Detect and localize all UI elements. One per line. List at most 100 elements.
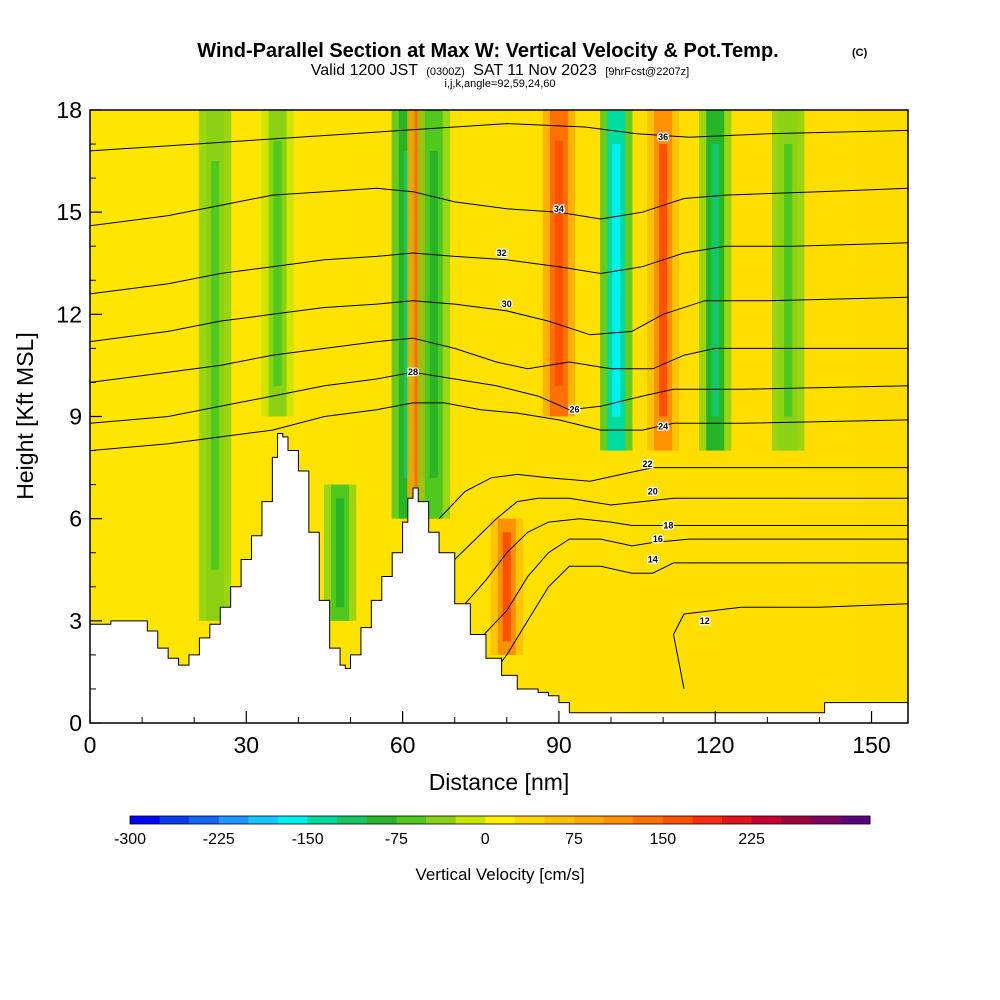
colorbar-cell bbox=[810, 816, 841, 824]
w-band-peak bbox=[659, 144, 668, 417]
colorbar-cell bbox=[218, 816, 249, 824]
colorbar-cell bbox=[633, 816, 664, 824]
theta-contour-label: 28 bbox=[408, 367, 418, 377]
theta-contour-line bbox=[490, 562, 908, 676]
theta-contour-line bbox=[90, 337, 908, 383]
subtitle-forecast: [9hrFcst@2207z] bbox=[605, 66, 689, 78]
w-band-peak bbox=[784, 144, 793, 417]
colorbar-cell bbox=[722, 816, 753, 824]
colorbar-cell bbox=[751, 816, 782, 824]
colorbar-cell bbox=[544, 816, 575, 824]
theta-contour-label: 16 bbox=[653, 534, 663, 544]
chart-title-tag: (C) bbox=[852, 47, 868, 59]
colorbar-tick-label: -225 bbox=[203, 831, 235, 848]
chart-subtitle-index: i,j,k,angle=92,59,24,60 bbox=[444, 78, 555, 90]
y-axis-label: Height [Kft MSL] bbox=[12, 332, 38, 499]
theta-contour-line bbox=[454, 497, 908, 560]
x-tick-label: 90 bbox=[546, 732, 572, 758]
theta-contour-label: 18 bbox=[663, 520, 673, 530]
colorbar-tick-label: -75 bbox=[385, 831, 408, 848]
x-tick-label: 60 bbox=[390, 732, 416, 758]
chart-subtitle-valid: Valid 1200 JST (0300Z) SAT 11 Nov 2023 [… bbox=[311, 62, 690, 79]
w-band-peak bbox=[554, 140, 563, 386]
w-band-peak bbox=[429, 150, 438, 478]
y-tick-label: 18 bbox=[56, 97, 82, 123]
colorbar-ticks: -300 -225 -150 -75 0 75 150 225 bbox=[114, 831, 765, 848]
w-band-peak bbox=[210, 161, 220, 570]
subtitle-valid: Valid 1200 JST bbox=[311, 62, 419, 79]
x-tick-label: 0 bbox=[84, 732, 97, 758]
colorbar-tick-label: -300 bbox=[114, 831, 146, 848]
colorbar-frame bbox=[129, 815, 871, 825]
colorbar-cell bbox=[426, 816, 457, 824]
theta-contour-line bbox=[480, 538, 908, 639]
theta-contour-line bbox=[90, 187, 908, 227]
colorbar-tick-label: 150 bbox=[649, 831, 676, 848]
colorbar-cell bbox=[781, 816, 812, 824]
w-band-peak bbox=[502, 532, 511, 642]
y-tick-label: 0 bbox=[69, 710, 82, 736]
w-band-peak bbox=[612, 144, 621, 417]
colorbar-cell bbox=[840, 816, 871, 824]
colorbar-tick-label: 0 bbox=[481, 831, 490, 848]
theta-contour-line bbox=[438, 467, 908, 520]
w-band-peak bbox=[273, 140, 282, 386]
colorbar-cell bbox=[396, 816, 427, 824]
theta-contour-label: 24 bbox=[658, 422, 668, 432]
theta-contour-line bbox=[672, 603, 908, 689]
colorbar-cell bbox=[278, 816, 309, 824]
theta-contour-line bbox=[90, 371, 908, 424]
colorbar-cell bbox=[130, 816, 161, 824]
w-band-peak bbox=[711, 144, 720, 417]
colorbar-cell bbox=[662, 816, 693, 824]
colorbar-cell bbox=[603, 816, 634, 824]
x-tick-label: 150 bbox=[852, 732, 890, 758]
theta-contour-label: 22 bbox=[642, 459, 652, 469]
potential-temperature-contours bbox=[90, 123, 908, 689]
theta-contour-line bbox=[90, 402, 908, 452]
colorbar-cell bbox=[159, 816, 190, 824]
subtitle-date: SAT 11 Nov 2023 bbox=[473, 62, 597, 79]
velocity-field-features bbox=[198, 110, 805, 655]
colorbar-cell bbox=[337, 816, 368, 824]
theta-contour-label: 32 bbox=[497, 248, 507, 258]
theta-contour-line bbox=[90, 123, 908, 152]
colorbar-cell bbox=[574, 816, 605, 824]
theta-contour-label: 12 bbox=[700, 616, 710, 626]
y-tick-label: 3 bbox=[69, 608, 82, 634]
y-tick-label: 12 bbox=[56, 301, 82, 327]
colorbar-title: Vertical Velocity [cm/s] bbox=[415, 865, 584, 884]
x-axis-ticks: 0 30 60 90 120 150 bbox=[84, 711, 891, 758]
theta-contour-label: 26 bbox=[570, 405, 580, 415]
colorbar-cell bbox=[485, 816, 516, 824]
terrain-mask bbox=[90, 433, 908, 723]
chart-title: Wind-Parallel Section at Max W: Vertical… bbox=[197, 40, 778, 62]
colorbar-cell bbox=[189, 816, 220, 824]
y-tick-label: 6 bbox=[69, 506, 82, 532]
colorbar-cell bbox=[692, 816, 723, 824]
theta-contour-label: 20 bbox=[648, 486, 658, 496]
colorbar-tick-label: 225 bbox=[738, 831, 765, 848]
colorbar-cells bbox=[129, 815, 871, 825]
y-axis-ticks: 0 3 6 9 12 15 18 bbox=[56, 97, 102, 736]
colorbar-tick-label: -150 bbox=[292, 831, 324, 848]
theta-contour-label: 30 bbox=[502, 299, 512, 309]
colorbar-cell bbox=[514, 816, 545, 824]
y-tick-label: 9 bbox=[69, 404, 82, 430]
theta-contour-line bbox=[464, 518, 908, 605]
colorbar-cell bbox=[366, 816, 397, 824]
theta-contour-label: 34 bbox=[554, 204, 564, 214]
colorbar-tick-label: 75 bbox=[565, 831, 583, 848]
w-band-peak bbox=[336, 498, 345, 608]
colorbar-cell bbox=[455, 816, 486, 824]
x-tick-label: 30 bbox=[234, 732, 260, 758]
theta-contour-line bbox=[90, 296, 908, 343]
theta-contour-label: 14 bbox=[648, 555, 658, 565]
x-axis-label: Distance [nm] bbox=[429, 769, 570, 795]
colorbar-cell bbox=[248, 816, 279, 824]
theta-contour-label: 36 bbox=[658, 132, 668, 142]
theta-contour-line bbox=[90, 242, 908, 295]
